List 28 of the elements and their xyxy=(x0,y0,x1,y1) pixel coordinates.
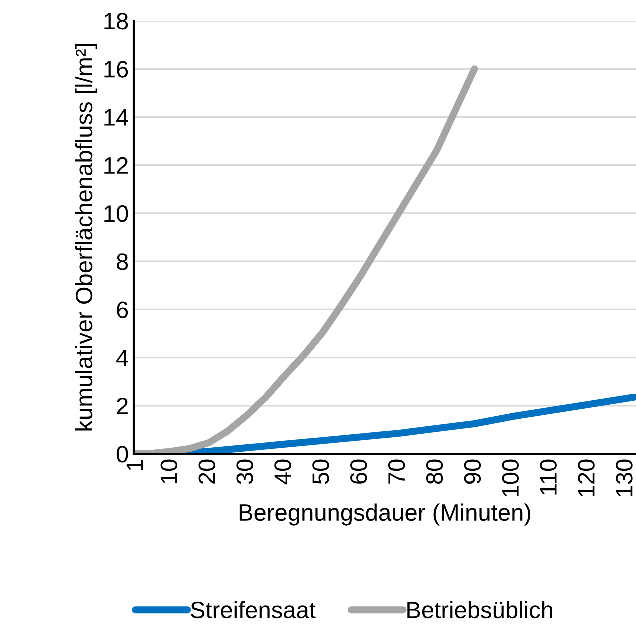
x-tick-label: 10 xyxy=(160,460,178,484)
x-tick-label: 110 xyxy=(540,460,557,495)
x-tick-label: 20 xyxy=(198,460,216,484)
x-tick-label: 70 xyxy=(388,460,406,484)
x-tick-label: 50 xyxy=(312,460,330,484)
y-tick-label: 14 xyxy=(104,110,128,126)
legend-label: Streifensaat xyxy=(191,601,316,619)
x-tick-label: 80 xyxy=(426,460,444,484)
y-tick-label: 2 xyxy=(117,398,128,414)
y-tick-label: 12 xyxy=(104,157,128,174)
x-tick-label: 100 xyxy=(502,460,520,496)
x-tick-label: 130 xyxy=(616,460,633,496)
x-tick-label: 90 xyxy=(464,460,482,484)
y-axis-title: kumulativer Oberflächenabfluss [l/m²] xyxy=(75,44,98,431)
legend-label: Betriebsüblich xyxy=(408,601,552,619)
x-axis-title: Beregnungsdauer (Minuten) xyxy=(240,504,531,526)
y-tick-label: 10 xyxy=(104,206,128,222)
x-tick-label: 40 xyxy=(274,460,292,485)
y-tick-label: 18 xyxy=(104,13,128,30)
y-tick-label: 8 xyxy=(117,254,128,270)
x-tick-label: 60 xyxy=(350,460,368,484)
y-tick-label: 4 xyxy=(116,350,128,366)
x-tick-label: 30 xyxy=(236,460,254,484)
y-tick-label: 16 xyxy=(104,61,128,78)
y-tick-label: 0 xyxy=(116,446,128,463)
x-tick-label: 1 xyxy=(126,460,144,470)
y-tick-label: 6 xyxy=(117,302,128,318)
x-tick-label: 120 xyxy=(578,460,595,496)
